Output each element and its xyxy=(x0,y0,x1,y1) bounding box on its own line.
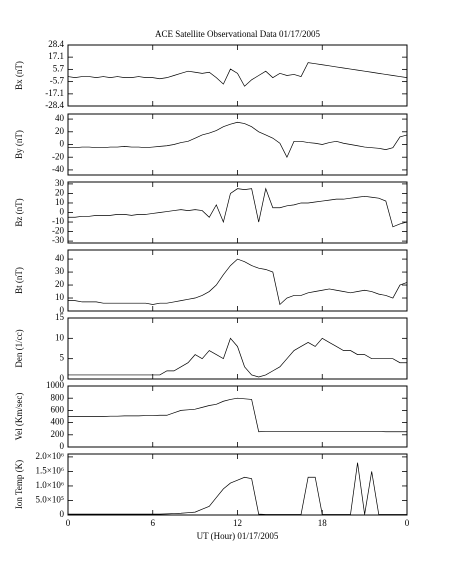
panel-frame xyxy=(67,44,408,107)
y-tick-label: 800 xyxy=(51,392,65,402)
x-tick-label: 12 xyxy=(233,518,242,528)
y-tick-label: 200 xyxy=(51,429,65,439)
y-tick-label: 0 xyxy=(60,305,65,315)
y-tick-label: 400 xyxy=(51,417,65,427)
y-tick-label: 0 xyxy=(60,139,65,149)
y-tick-label: -28.4 xyxy=(45,100,64,110)
y-tick-label: 0 xyxy=(60,509,65,519)
y-tick-label: 10 xyxy=(55,292,65,302)
panel-frame xyxy=(67,385,408,448)
y-axis-label: Bz (nT) xyxy=(14,198,24,226)
y-tick-label: 0 xyxy=(60,441,65,451)
y-tick-label: -17.1 xyxy=(45,88,64,98)
data-line xyxy=(68,121,408,159)
y-tick-label: 15 xyxy=(55,312,65,322)
y-tick-label: -20 xyxy=(52,226,64,236)
y-tick-label: 20 xyxy=(55,188,65,198)
y-tick-label: 5.0×10⁵ xyxy=(36,495,64,505)
chart-title: ACE Satellite Observational Data 01/17/2… xyxy=(155,29,320,39)
panel-frame xyxy=(67,181,408,244)
y-axis-label: Den (1/cc) xyxy=(14,329,24,367)
y-tick-label: 20 xyxy=(55,279,65,289)
data-line xyxy=(68,187,408,228)
y-tick-label: 0 xyxy=(60,207,65,217)
y-tick-label: 2.0×10⁶ xyxy=(36,451,64,461)
y-tick-label: 5 xyxy=(60,353,65,363)
x-tick-label: 0 xyxy=(66,518,71,528)
data-line xyxy=(68,337,407,378)
y-tick-label: 30 xyxy=(55,178,65,188)
y-tick-label: 600 xyxy=(51,404,65,414)
y-axis-label: Vel (Km/sec) xyxy=(14,393,24,441)
y-tick-label: -5.7 xyxy=(50,76,65,86)
y-tick-label: -10 xyxy=(52,216,64,226)
y-tick-label: 40 xyxy=(55,253,65,263)
x-axis-label: UT (Hour) 01/17/2005 xyxy=(197,531,279,541)
y-tick-label: 40 xyxy=(55,113,65,123)
y-tick-label: 30 xyxy=(55,266,65,276)
panel-frame xyxy=(67,453,408,516)
y-tick-label: 17.1 xyxy=(48,51,64,61)
y-tick-label: 1000 xyxy=(46,380,65,390)
data-line xyxy=(68,462,407,515)
y-tick-label: 10 xyxy=(55,197,65,207)
y-tick-label: 5.7 xyxy=(53,63,65,73)
y-tick-label: 20 xyxy=(55,126,65,136)
y-tick-label: 1.5×10⁶ xyxy=(36,465,64,475)
y-tick-label: 28.4 xyxy=(48,39,64,49)
y-tick-label: 0 xyxy=(60,373,65,383)
y-tick-label: -40 xyxy=(52,164,64,174)
y-tick-label: -30 xyxy=(52,235,64,245)
x-tick-label: 6 xyxy=(151,518,156,528)
x-tick-label: 18 xyxy=(318,518,328,528)
y-axis-label: Bt (nT) xyxy=(14,267,24,294)
y-tick-label: -20 xyxy=(52,151,64,161)
y-axis-label: Bx (nT) xyxy=(14,61,24,90)
data-line xyxy=(68,397,407,433)
y-tick-label: 1.0×10⁶ xyxy=(36,480,64,490)
y-axis-label: By (nT) xyxy=(14,130,24,159)
y-tick-label: 10 xyxy=(55,332,65,342)
data-line xyxy=(68,258,408,306)
x-tick-label: 0 xyxy=(405,518,410,528)
y-axis-label: Ion Temp (K) xyxy=(14,460,24,509)
data-line xyxy=(67,62,408,87)
panel-frame xyxy=(67,317,408,380)
panel-frame xyxy=(67,113,408,176)
